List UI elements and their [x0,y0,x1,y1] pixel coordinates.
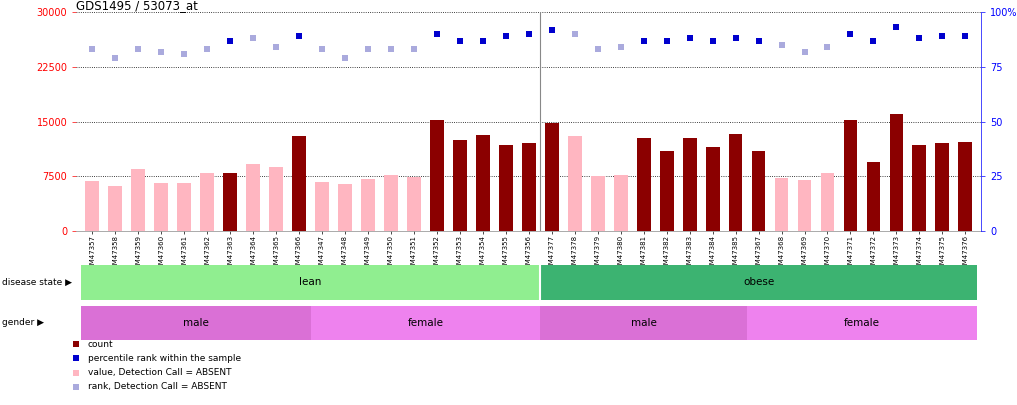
Text: GDS1495 / 53073_at: GDS1495 / 53073_at [76,0,198,12]
Bar [430,120,443,231]
Bar [747,306,976,340]
Bar [682,138,697,231]
Text: male: male [631,318,657,328]
Bar [81,306,310,340]
Bar [890,114,903,231]
Text: female: female [408,318,443,328]
Text: male: male [183,318,208,328]
Bar [499,145,513,231]
Text: percentile rank within the sample: percentile rank within the sample [87,354,241,363]
Bar [85,181,100,231]
Bar [660,151,673,231]
Text: count: count [87,340,113,349]
Text: obese: obese [743,277,774,288]
Bar [109,185,122,231]
Bar [912,145,926,231]
Text: disease state ▶: disease state ▶ [2,278,72,287]
Bar [545,123,558,231]
Bar [270,167,283,231]
Bar [81,265,540,300]
Bar [729,134,742,231]
Bar [591,176,605,231]
Bar [637,138,651,231]
Bar [540,265,976,300]
Bar [131,169,145,231]
Bar [453,140,467,231]
Text: lean: lean [299,277,321,288]
Bar [958,142,972,231]
Bar [339,184,352,231]
Bar [246,164,260,231]
Text: female: female [844,318,880,328]
Bar [522,143,536,231]
Bar [540,306,747,340]
Bar [361,179,375,231]
Bar [200,173,215,231]
Text: rank, Detection Call = ABSENT: rank, Detection Call = ABSENT [87,382,227,391]
Text: gender ▶: gender ▶ [2,318,44,328]
Bar [567,136,582,231]
Bar [310,306,540,340]
Bar [775,178,788,231]
Bar [476,134,490,231]
Bar [155,183,168,231]
Bar [936,143,949,231]
Bar [821,173,834,231]
Bar [797,180,812,231]
Bar [866,162,881,231]
Bar [752,151,766,231]
Bar [177,183,191,231]
Bar [384,175,398,231]
Bar [407,177,421,231]
Bar [843,120,857,231]
Bar [614,175,627,231]
Text: value, Detection Call = ABSENT: value, Detection Call = ABSENT [87,368,231,377]
Bar [224,173,237,231]
Bar [315,182,328,231]
Bar [706,147,719,231]
Bar [292,136,306,231]
